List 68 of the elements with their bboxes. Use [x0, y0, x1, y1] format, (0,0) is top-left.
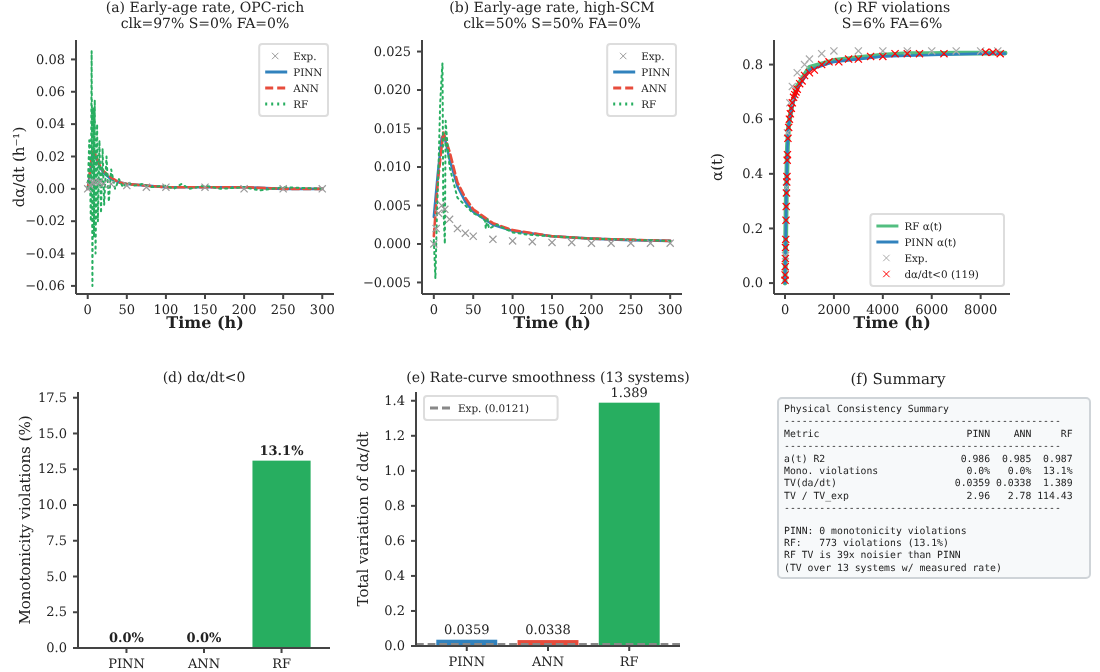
- point: [508, 236, 517, 246]
- point: [789, 93, 798, 102]
- point: [976, 46, 985, 56]
- point: [810, 65, 819, 75]
- point: [781, 216, 791, 225]
- point: [781, 235, 790, 244]
- point: [781, 243, 790, 252]
- bar: [598, 402, 660, 646]
- point: [797, 76, 807, 86]
- point: [787, 104, 796, 113]
- point: [587, 239, 596, 248]
- point: [453, 224, 462, 233]
- point: [788, 82, 797, 91]
- point: [783, 150, 792, 159]
- point: [782, 202, 791, 211]
- point: [988, 48, 998, 57]
- point: [783, 128, 792, 138]
- point: [782, 188, 791, 198]
- point: [781, 262, 790, 271]
- point: [793, 84, 802, 94]
- line-series: [432, 62, 672, 280]
- point: [795, 79, 804, 88]
- point: [782, 172, 792, 181]
- point: [784, 123, 793, 132]
- point: [780, 276, 790, 285]
- point: [567, 238, 576, 247]
- point: [432, 224, 441, 233]
- point: [800, 71, 809, 80]
- point: [782, 177, 791, 187]
- point: [528, 237, 537, 246]
- point: [606, 239, 616, 248]
- point: [434, 209, 443, 218]
- point: [817, 60, 826, 69]
- point: [547, 238, 557, 247]
- point: [469, 232, 478, 241]
- point: [800, 60, 809, 69]
- point: [440, 205, 450, 214]
- point: [626, 239, 635, 248]
- point: [790, 90, 799, 99]
- point: [783, 134, 793, 143]
- point: [817, 49, 826, 58]
- point: [646, 239, 655, 248]
- point: [791, 87, 801, 97]
- point: [854, 46, 863, 56]
- point: [429, 239, 438, 249]
- point: [785, 115, 794, 124]
- point: [782, 183, 791, 192]
- point: [805, 54, 814, 64]
- point: [437, 201, 446, 210]
- x-axis-title: Time (h): [513, 312, 592, 332]
- point: [461, 229, 470, 238]
- point: [445, 215, 454, 224]
- point: [666, 239, 675, 248]
- point: [952, 46, 961, 56]
- x-axis-title: Time (h): [853, 312, 932, 332]
- point: [878, 46, 887, 56]
- point: [783, 156, 792, 165]
- point: [939, 49, 949, 58]
- line-series: [86, 50, 324, 287]
- point: [981, 48, 990, 57]
- point: [780, 270, 790, 280]
- point: [829, 46, 839, 56]
- point: [786, 109, 795, 118]
- point: [927, 46, 936, 56]
- point: [488, 235, 498, 244]
- point: [793, 68, 802, 77]
- point: [805, 68, 814, 77]
- x-axis-title: Time (h): [166, 312, 245, 332]
